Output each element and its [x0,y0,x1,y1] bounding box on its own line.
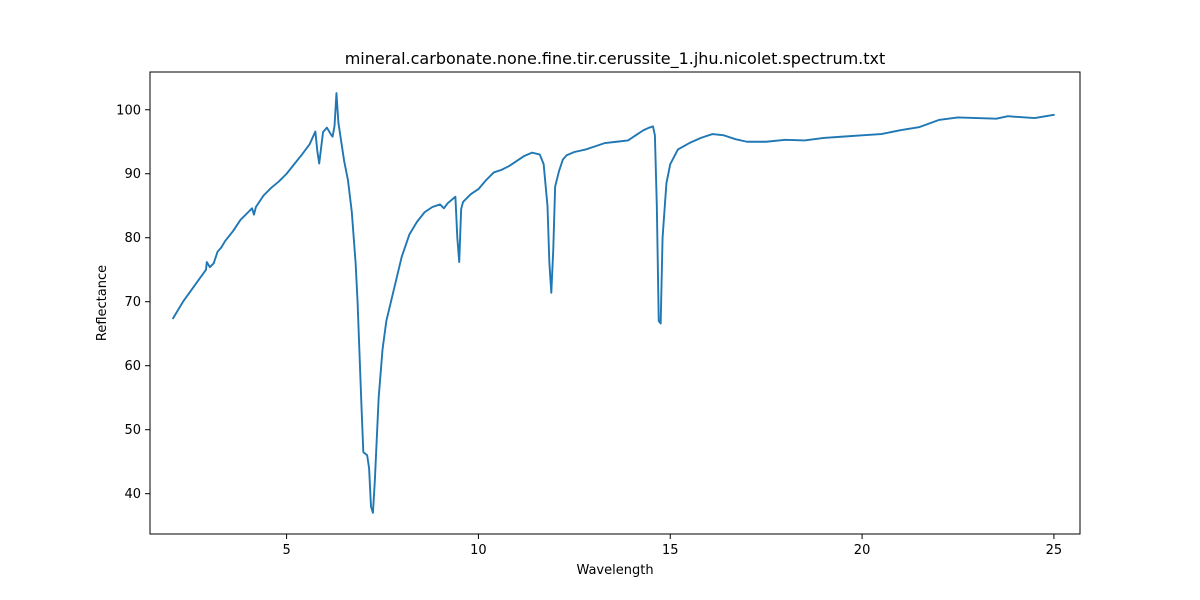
y-tick-label: 100 [116,103,141,118]
y-tick-label: 40 [124,487,141,502]
x-tick-label: 25 [1046,543,1063,558]
x-axis-label: Wavelength [576,563,653,578]
x-tick-label: 5 [282,543,290,558]
y-tick-label: 60 [124,359,141,374]
y-axis-label: Reflectance [95,265,110,341]
y-tick-label: 90 [124,167,141,182]
y-tick-label: 50 [124,423,141,438]
x-tick-label: 20 [854,543,871,558]
y-tick-label: 80 [124,231,141,246]
y-tick-label: 70 [124,295,141,310]
series-line [172,92,1055,514]
plot-frame [149,71,1081,535]
axis-ticks: 5 10 15 20 25 40 50 60 70 80 90 100 [116,103,1062,558]
chart-title: mineral.carbonate.none.fine.tir.cerussit… [345,49,886,69]
x-tick-label: 10 [470,543,487,558]
x-tick-label: 15 [662,543,679,558]
